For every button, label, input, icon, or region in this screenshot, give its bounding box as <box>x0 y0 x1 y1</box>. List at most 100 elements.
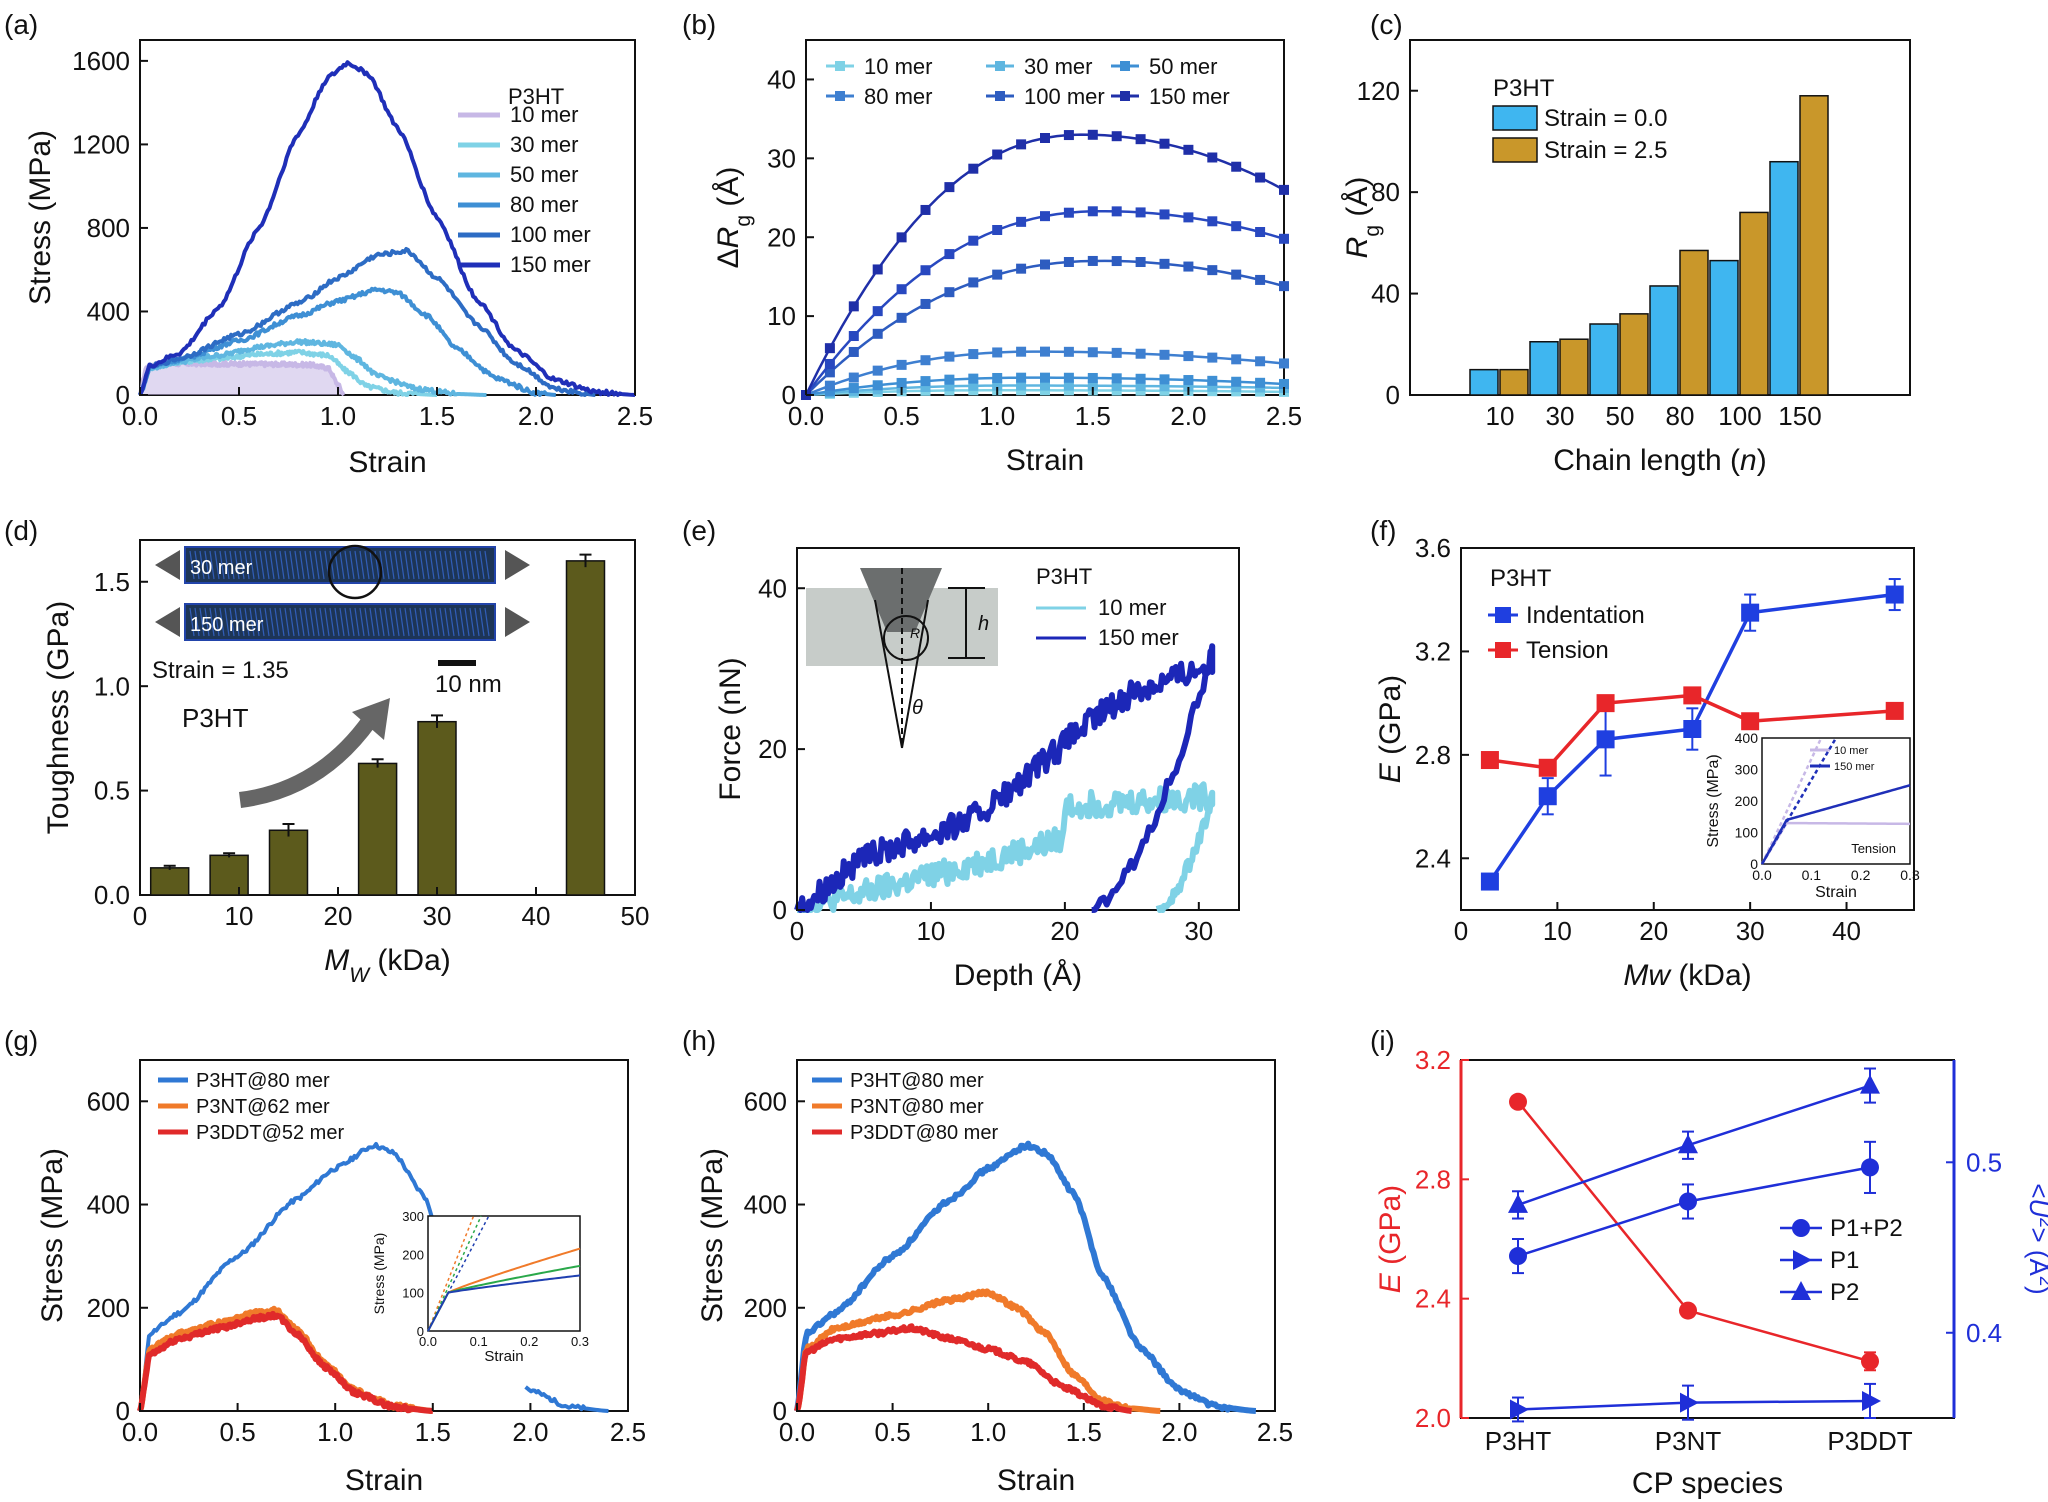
x-tick-label: 30 <box>1736 916 1765 946</box>
inset-y-label: Stress (MPa) <box>1705 754 1722 847</box>
legend-label: P3HT@80 mer <box>850 1070 984 1092</box>
inset-x-tick-label: 0.2 <box>520 1334 538 1349</box>
x-tick-label: 1.5 <box>415 1417 451 1447</box>
chain-texture <box>249 607 255 637</box>
y-tick-label: 80 <box>1371 177 1400 207</box>
legend-label: 10 mer <box>510 102 578 127</box>
chain-texture <box>464 607 470 637</box>
radius-label: R <box>910 625 920 641</box>
series-line-P2 <box>1517 1084 1871 1207</box>
x-axis-label: Strain <box>1006 444 1084 477</box>
series-marker <box>1207 152 1218 163</box>
series-marker <box>1255 377 1266 388</box>
chain-texture <box>409 550 415 580</box>
arrow-left-icon <box>155 550 180 580</box>
series-marker <box>1159 138 1170 149</box>
chain-texture <box>399 607 405 637</box>
y-axis-label: Toughness (GPa) <box>42 601 75 834</box>
series-marker-Tension <box>1741 712 1760 731</box>
legend-title: P3HT <box>1493 75 1555 102</box>
chain-texture <box>339 607 345 637</box>
series-marker <box>824 358 835 369</box>
chain-texture <box>304 550 310 580</box>
panel-g: (g) 0.0 0.5 1.0 1.5 2.0 2.5 0 200 400 600 Strain Str… <box>4 1025 646 1497</box>
chain-texture <box>194 607 200 637</box>
y-axis-label-part: (GPa) <box>1374 675 1407 763</box>
inset-y-tick-label: 0 <box>417 1324 424 1339</box>
chain-texture <box>284 607 290 637</box>
y-tick-label: 1.0 <box>94 671 130 701</box>
y-tick-label: 800 <box>87 213 130 243</box>
chain-texture <box>384 607 390 637</box>
marker-P1 <box>1680 1392 1699 1413</box>
inset-x-tick-label: 0.3 <box>1900 867 1920 883</box>
series-marker <box>944 287 955 298</box>
inset-y-tick-label: 300 <box>1735 762 1759 778</box>
chain-texture <box>219 607 225 637</box>
y-tick-label: 0 <box>773 895 787 925</box>
inset-fit-line <box>427 1215 490 1332</box>
legend-label: 80 mer <box>510 192 578 217</box>
y-axis-label-left: E (GPa) <box>1374 1185 1407 1293</box>
bar-50-strain2p5 <box>1619 313 1649 396</box>
series-marker <box>824 380 835 391</box>
series-150-mer <box>794 643 1216 913</box>
legend-label: 50 mer <box>510 162 578 187</box>
series-marker <box>848 346 859 357</box>
y-tick-label: 600 <box>744 1086 787 1116</box>
series-marker <box>944 182 955 193</box>
y-tick-label: 2.4 <box>1415 843 1451 873</box>
series-line-P3HT@80 mer <box>138 1141 434 1412</box>
x-axis-label: Strain <box>348 446 426 479</box>
series-marker <box>944 249 955 260</box>
inset-y-tick-label: 300 <box>402 1209 424 1224</box>
series-marker <box>1183 212 1194 223</box>
panel-label: (h) <box>682 1025 716 1056</box>
x-tick-label: 0.0 <box>122 1417 158 1447</box>
inset-y-tick-label: 200 <box>1735 793 1759 809</box>
y-tick-label: 40 <box>758 573 787 603</box>
y-tick-label-left: 3.2 <box>1415 1045 1451 1075</box>
chain-texture <box>354 550 360 580</box>
series-marker-Indentation <box>1741 603 1760 622</box>
series-marker <box>1135 207 1146 218</box>
chain-texture <box>449 550 455 580</box>
series-marker <box>872 306 883 317</box>
bar-10-strain0 <box>1469 368 1499 396</box>
chain-texture <box>434 607 440 637</box>
chain-texture <box>339 550 345 580</box>
y-tick-label: 0 <box>782 380 796 410</box>
series-marker <box>1183 261 1194 272</box>
chain-texture <box>309 550 315 580</box>
series-line-Indentation <box>1488 592 1895 883</box>
scale-bar <box>438 660 476 666</box>
legend-swatch <box>1492 137 1538 163</box>
y-tick-label: 400 <box>744 1190 787 1220</box>
series-marker <box>1231 376 1242 387</box>
y-tick-label: 200 <box>744 1293 787 1323</box>
inset-y-tick-label: 100 <box>1735 825 1759 841</box>
chain-texture <box>424 550 430 580</box>
chain-texture <box>289 607 295 637</box>
marker-P1 <box>1862 1390 1881 1411</box>
inset-x-tick-label: 0.0 <box>419 1334 437 1349</box>
chain-texture <box>199 550 205 580</box>
series-marker <box>872 328 883 339</box>
series-marker <box>1016 346 1027 357</box>
legend-marker <box>1120 61 1130 71</box>
chain-texture <box>294 607 300 637</box>
marker-E <box>1679 1301 1697 1320</box>
inset-fit-line <box>1760 737 1823 865</box>
series-marker <box>968 163 979 174</box>
chain-texture <box>444 550 450 580</box>
series-marker <box>1040 132 1050 143</box>
series-marker <box>1111 380 1122 391</box>
x-tick-label: 40 <box>522 901 551 931</box>
series-marker <box>1063 346 1074 357</box>
legend-swatch <box>1492 105 1538 131</box>
chain-texture <box>279 550 285 580</box>
chain-texture <box>459 607 465 637</box>
series-marker <box>992 380 1003 391</box>
x-tick-label: 20 <box>324 901 353 931</box>
y-tick-label: 20 <box>758 734 787 764</box>
